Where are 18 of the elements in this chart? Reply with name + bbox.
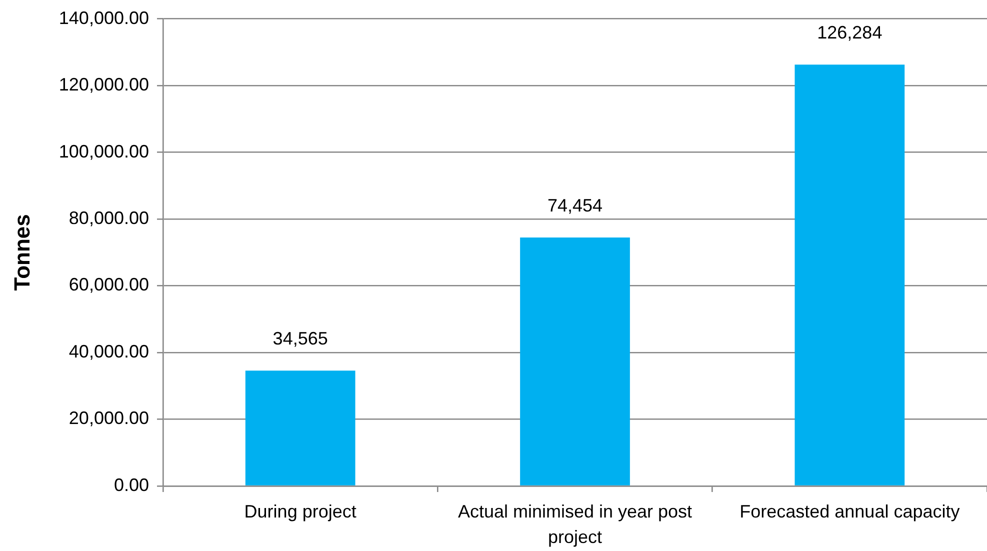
y-tick-label: 100,000.00	[58, 141, 149, 162]
y-tick-label: 120,000.00	[58, 74, 149, 95]
y-axis-title: Tonnes	[9, 214, 34, 291]
y-tick-label: 140,000.00	[58, 8, 149, 28]
bar	[520, 238, 630, 486]
y-tick-label: 20,000.00	[68, 408, 149, 428]
y-tick-label: 40,000.00	[68, 341, 149, 362]
y-tick-label: 0.00	[114, 474, 149, 495]
bar	[245, 370, 356, 486]
y-tick-label: 60,000.00	[68, 274, 149, 295]
x-tick-label: During project	[244, 502, 356, 522]
x-tick-label: Actual minimised in year post project	[458, 502, 692, 547]
bar	[794, 64, 905, 486]
data-label: 126,284	[817, 22, 882, 43]
data-label: 74,454	[547, 196, 603, 216]
x-tick-label: Forecasted annual capacity	[740, 502, 960, 522]
y-tick-label: 80,000.00	[68, 208, 149, 228]
data-label: 34,565	[272, 328, 328, 349]
